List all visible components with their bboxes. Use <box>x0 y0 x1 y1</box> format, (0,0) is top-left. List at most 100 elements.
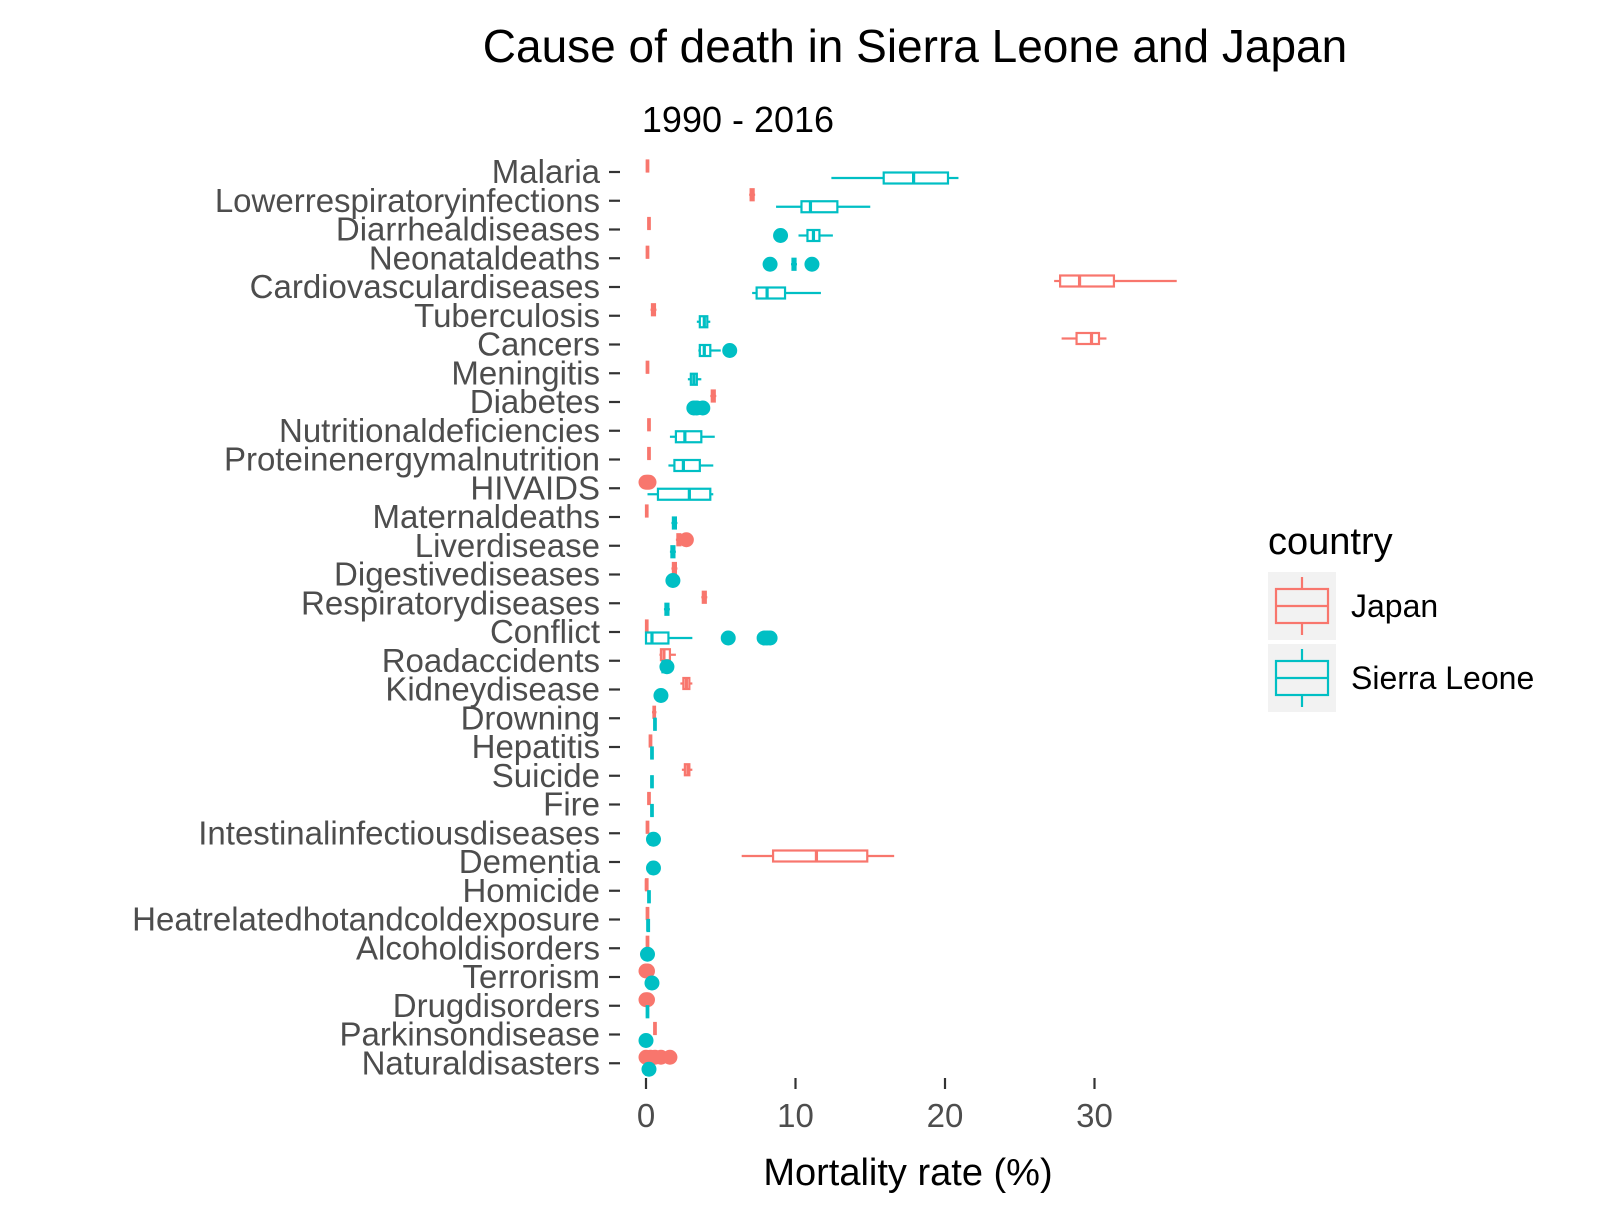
y-tick-label: Cardiovasculardiseases <box>250 268 600 305</box>
box-japan <box>701 590 708 604</box>
box-japan <box>659 648 676 662</box>
box-sierra-leone <box>665 573 681 588</box>
box-sierra-leone <box>644 630 778 646</box>
outlier-point <box>645 860 661 876</box>
box-sierra-leone <box>696 315 711 329</box>
box-japan <box>741 849 895 863</box>
x-axis-title: Mortality rate (%) <box>763 1152 1052 1194</box>
y-tick-label: Intestinalinfectiousdiseases <box>198 814 600 851</box>
box-japan <box>710 389 717 403</box>
y-tick-label: Conflict <box>490 613 600 650</box>
box-sierra-leone <box>776 200 871 214</box>
box-japan <box>680 676 693 691</box>
x-tick-label: 30 <box>1076 1097 1113 1134</box>
y-tick-label: Cancers <box>477 326 600 363</box>
box-japan <box>1061 331 1107 346</box>
x-tick-label: 0 <box>637 1097 655 1134</box>
box-sierra-leone <box>644 975 660 991</box>
y-tick-label: Diabetes <box>470 383 600 420</box>
box-sierra-leone <box>650 746 654 760</box>
box-sierra-leone <box>671 516 678 530</box>
y-tick-label: Neonataldeaths <box>369 239 600 276</box>
chart-subtitle: 1990 - 2016 <box>642 99 834 140</box>
outlier-point <box>659 659 675 675</box>
y-tick-label: Proteinenergymalnutrition <box>224 441 600 478</box>
box-sierra-leone <box>698 343 738 358</box>
box-japan <box>645 360 650 374</box>
box-japan <box>647 446 651 461</box>
outlier-point <box>804 256 820 272</box>
box-japan <box>638 963 655 979</box>
box-iqr <box>1075 331 1101 346</box>
box-sierra-leone <box>639 946 655 962</box>
box-sierra-leone <box>653 688 669 703</box>
box-sierra-leone <box>752 286 821 300</box>
box-iqr <box>673 458 701 473</box>
x-axis: 0 10 20 30 <box>637 1078 1113 1134</box>
outlier-point <box>641 1061 657 1077</box>
legend-key-sierra-leone: Sierra Leone <box>1268 644 1534 712</box>
y-tick-label: Meningitis <box>451 354 600 391</box>
box-sierra-leone <box>669 545 676 559</box>
legend-title: country <box>1268 521 1393 563</box>
box-sierra-leone <box>638 1033 654 1048</box>
box-japan <box>645 935 650 949</box>
y-tick-label: Suicide <box>492 757 600 794</box>
box-sierra-leone <box>647 890 651 904</box>
box-japan <box>645 820 650 834</box>
legend-label: Japan <box>1351 588 1438 624</box>
box-sierra-leone <box>687 372 702 386</box>
box-sierra-leone <box>646 918 651 933</box>
y-axis: MalariaLowerrespiratoryinfectionsDiarrhe… <box>132 153 620 1081</box>
outlier-point <box>762 256 778 272</box>
box-japan <box>650 303 657 317</box>
box-japan <box>638 992 655 1008</box>
chart-title: Cause of death in Sierra Leone and Japan <box>483 20 1347 72</box>
legend-label: Sierra Leone <box>1351 660 1534 696</box>
y-tick-label: Nutritionaldeficiencies <box>279 412 600 449</box>
box-japan <box>675 532 694 548</box>
y-tick-label: Lowerrespiratoryinfections <box>215 182 600 219</box>
outlier-point <box>695 400 711 416</box>
box-iqr <box>882 171 950 185</box>
y-tick-label: Parkinsondisease <box>340 1016 601 1053</box>
box-japan <box>647 216 651 231</box>
x-tick-label: 20 <box>927 1097 964 1134</box>
outlier-point <box>773 228 789 243</box>
box-sierra-leone <box>669 430 715 444</box>
outlier-point <box>639 992 655 1008</box>
box-japan <box>644 878 649 892</box>
outlier-point <box>639 963 655 979</box>
box-japan <box>645 159 650 173</box>
box-sierra-leone <box>686 400 711 416</box>
outlier-point <box>639 946 655 962</box>
y-tick-label: Drowning <box>461 699 600 736</box>
y-tick-label: Tuberculosis <box>414 297 600 334</box>
y-tick-label: Dementia <box>459 843 601 880</box>
outlier-point <box>722 343 738 358</box>
outlier-point <box>678 532 694 548</box>
y-tick-label: Kidneydisease <box>385 671 600 708</box>
legend: country Japan Sierra Leone <box>1268 521 1534 712</box>
outlier-point <box>641 474 657 490</box>
box-sierra-leone <box>645 1005 650 1019</box>
box-sierra-leone <box>645 831 661 847</box>
y-tick-label: Digestivediseases <box>334 556 600 593</box>
outlier-point <box>653 688 669 703</box>
box-japan <box>651 705 657 719</box>
box-japan <box>653 1021 657 1036</box>
box-sierra-leone <box>668 458 714 473</box>
box-sierra-leone <box>773 228 833 243</box>
y-tick-label: Hepatitis <box>472 728 600 765</box>
box-iqr <box>656 487 712 501</box>
box-japan <box>644 504 649 518</box>
outlier-point <box>762 630 778 646</box>
outlier-point <box>665 573 681 588</box>
box-iqr <box>1059 274 1116 288</box>
box-japan <box>638 474 657 490</box>
box-sierra-leone <box>653 717 657 731</box>
box-sierra-leone <box>645 860 661 876</box>
y-tick-label: Respiratorydiseases <box>301 584 600 621</box>
y-tick-label: Diarrhealdiseases <box>336 211 600 248</box>
